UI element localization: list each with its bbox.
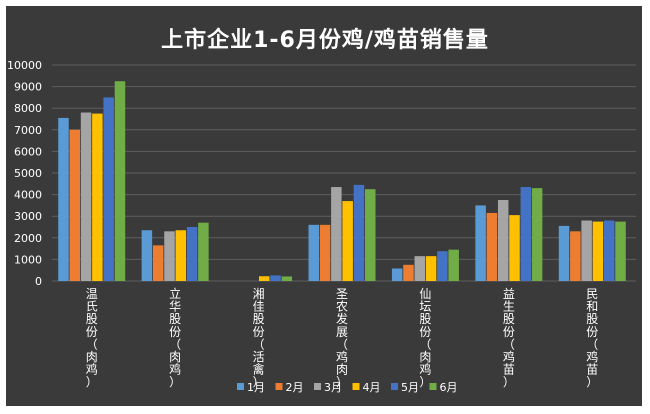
x-tick-label: 湘佳股份（活禽）: [253, 286, 265, 389]
bar-6-3: [592, 221, 604, 281]
legend-swatch: [429, 383, 437, 390]
y-tick-label: 1000: [14, 253, 42, 266]
bar-3-3: [342, 201, 353, 281]
legend-label: 3月: [324, 381, 342, 394]
x-tick-label: 仙坛股份（肉鸡）: [419, 287, 431, 389]
legend-swatch: [237, 383, 244, 390]
bar-6-1: [570, 231, 581, 281]
bar-1-0: [141, 230, 153, 281]
bar-4-2: [414, 256, 426, 281]
bar-0-1: [69, 129, 81, 281]
bar-3-4: [353, 184, 365, 281]
bar-4-5: [448, 249, 459, 281]
bar-4-3: [425, 256, 437, 281]
bar-4-4: [437, 251, 448, 281]
chart-title: 上市企业1-6月份鸡/鸡苗销售量: [161, 28, 489, 53]
bar-1-2: [164, 231, 175, 281]
bar-3-0: [308, 224, 319, 281]
bar-0-4: [103, 97, 114, 282]
bar-5-3: [509, 215, 520, 281]
bar-6-4: [603, 220, 615, 281]
y-tick-label: 10000: [7, 59, 42, 72]
legend-label: 1月: [247, 381, 265, 394]
bar-1-3: [175, 230, 187, 281]
bar-1-1: [152, 245, 164, 281]
bar-6-2: [581, 220, 592, 281]
bars: [58, 81, 626, 282]
legend-label: 6月: [440, 381, 458, 394]
x-tick-label: 益生股份（鸡苗）: [503, 287, 515, 389]
bar-0-3: [92, 113, 103, 281]
bar-6-0: [558, 225, 570, 281]
bar-5-0: [475, 205, 486, 281]
legend-label: 2月: [286, 381, 304, 394]
bar-2-3: [258, 276, 270, 281]
legend-swatch: [314, 383, 321, 390]
bar-0-2: [80, 112, 92, 282]
bar-0-5: [114, 81, 126, 281]
bar-6-5: [615, 221, 626, 281]
bar-5-2: [497, 200, 509, 281]
y-tick-label: 5000: [14, 167, 42, 180]
bar-0-0: [58, 117, 69, 281]
y-tick-label: 0: [35, 275, 42, 288]
bar-3-5: [365, 189, 376, 281]
bar-2-5: [281, 276, 293, 281]
legend-swatch: [352, 383, 360, 390]
y-tick-label: 2000: [14, 232, 42, 245]
x-tick-label: 温氏股份（肉鸡）: [86, 287, 98, 389]
y-tick-label: 8000: [14, 102, 42, 115]
legend-label: 4月: [363, 381, 381, 394]
bar-1-4: [186, 227, 198, 281]
y-tick-label: 9000: [14, 81, 42, 94]
x-axis: 温氏股份（肉鸡） 立华股份（肉鸡） 湘佳股份（活禽） 圣农发展（鸡肉） 仙坛股份（肉鸡）…: [86, 286, 599, 389]
x-tick-label: 民和股份（鸡苗）: [586, 287, 598, 389]
x-tick-label: 圣农发展（鸡肉）: [336, 287, 348, 389]
bar-5-1: [486, 212, 498, 281]
bar-4-0: [391, 268, 403, 281]
bar-4-1: [403, 264, 414, 281]
legend-label: 5月: [401, 381, 419, 394]
y-tick-label: 4000: [14, 189, 42, 202]
y-axis: 0 1000 2000 3000 4000 5000 6000 7000 8000 9000 100…: [7, 59, 42, 288]
legend-swatch: [391, 383, 398, 390]
bar-5-5: [531, 188, 543, 281]
bar-1-5: [198, 222, 209, 281]
x-tick-label: 立华股份（肉鸡）: [169, 286, 181, 389]
bar-5-4: [520, 187, 532, 281]
bar-2-4: [270, 275, 281, 281]
legend: 1月 2月 3月 4月 5月 6月: [237, 381, 458, 394]
legend-swatch: [275, 383, 283, 390]
y-tick-label: 6000: [14, 145, 42, 158]
y-tick-label: 3000: [14, 210, 42, 223]
bar-3-1: [319, 224, 331, 281]
bar-3-2: [331, 187, 342, 281]
y-tick-label: 7000: [14, 124, 42, 137]
